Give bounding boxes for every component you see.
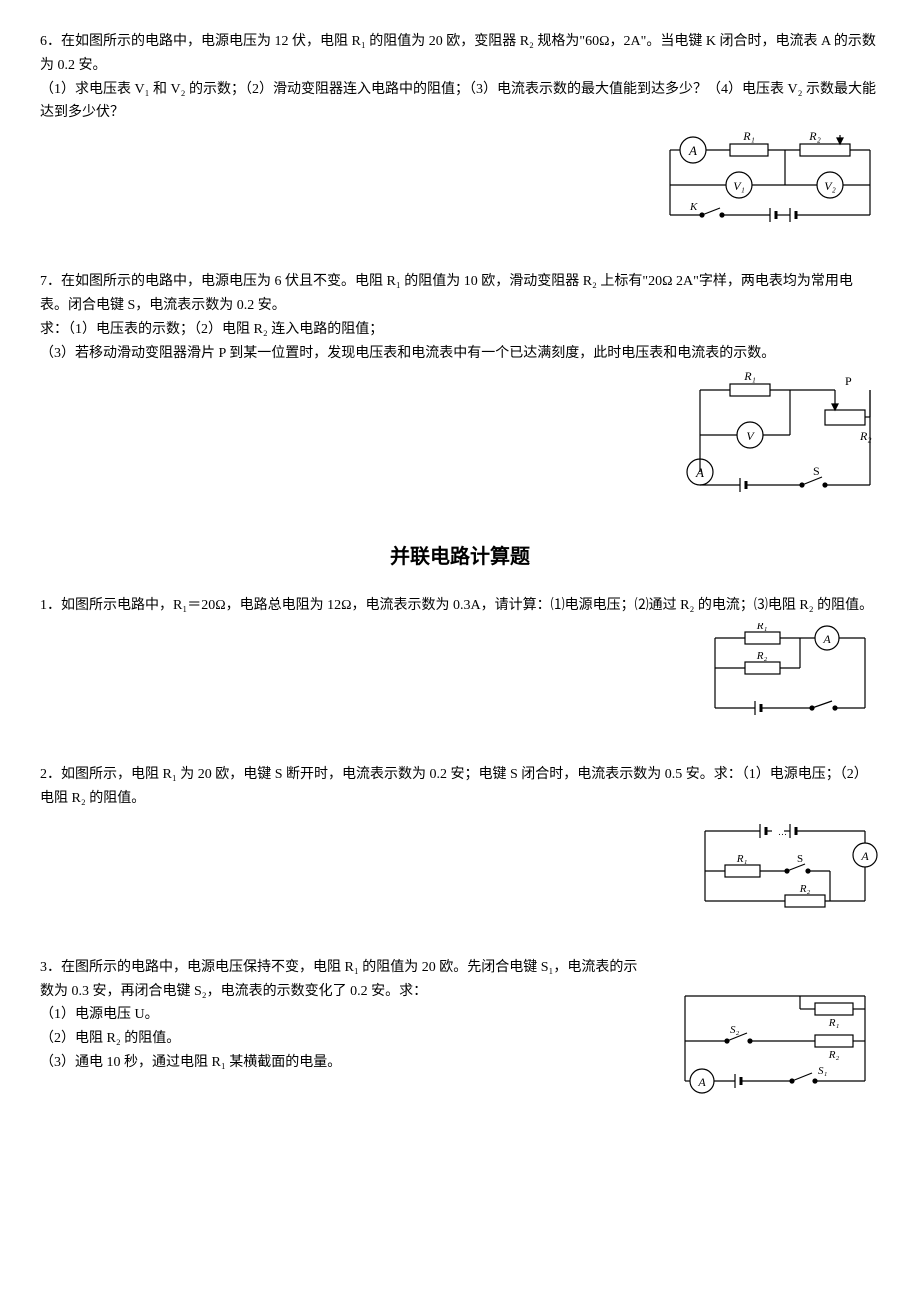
diagram-6: A R₁ R₂ V₁	[660, 130, 880, 230]
problem-7: 7．在如图所示的电路中，电源电压为 6 伏且不变。电阻 R₁ 的阻值为 10 欧…	[40, 270, 880, 500]
problem-7-text: 7．在如图所示的电路中，电源电压为 6 伏且不变。电阻 R₁ 的阻值为 10 欧…	[40, 270, 880, 318]
parallel-q3: 3．在图所示的电路中，电源电压保持不变，电阻 R₁ 的阻值为 20 欧。先闭合电…	[40, 956, 880, 1096]
svg-text:R₂: R₂	[756, 650, 768, 662]
svg-text:K: K	[689, 201, 698, 213]
svg-text:R₂: R₂	[808, 130, 821, 143]
svg-text:V₁: V₁	[733, 179, 745, 193]
svg-text:V₂: V₂	[824, 179, 836, 193]
svg-text:R₁: R₁	[828, 1017, 840, 1029]
problem-7-sub2: （3）若移动滑动变阻器滑片 P 到某一位置时，发现电压表和电流表中有一个已达满刻…	[40, 342, 880, 366]
svg-text:S₂: S₂	[730, 1024, 740, 1036]
problem-6-subs: （1）求电压表 V₁ 和 V₂ 的示数；（2）滑动变阻器连入电路中的阻值；（3）…	[40, 78, 880, 126]
svg-text:R₁: R₁	[743, 370, 756, 383]
svg-text:R₂: R₂	[799, 883, 811, 895]
parallel-q3-sub1: （1）电源电压 U。	[40, 1003, 650, 1027]
parallel-q3-sub2: （2）电阻 R₂ 的阻值。	[40, 1027, 650, 1051]
svg-text:S: S	[813, 464, 820, 478]
parallel-q2: 2．如图所示，电阻 R₁ 为 20 欧，电键 S 断开时，电流表示数为 0.2 …	[40, 763, 880, 916]
svg-text:R₂: R₂	[828, 1049, 840, 1061]
parallel-q3-text: 3．在图所示的电路中，电源电压保持不变，电阻 R₁ 的阻值为 20 欧。先闭合电…	[40, 956, 650, 1004]
diagram-p2: … A R₁ S	[690, 816, 880, 916]
diagram-7: R₁ P R₂ V	[660, 370, 880, 500]
svg-text:A: A	[822, 632, 831, 646]
svg-text:A: A	[860, 849, 869, 863]
svg-text:A: A	[688, 143, 697, 158]
problem-6-text: 6．在如图所示的电路中，电源电压为 12 伏，电阻 R₁ 的阻值为 20 欧，变…	[40, 30, 880, 78]
svg-text:S: S	[797, 853, 803, 865]
svg-text:V: V	[746, 429, 755, 443]
problem-7-sub1: 求：（1）电压表的示数；（2）电阻 R₂ 连入电路的阻值；	[40, 318, 880, 342]
section-title-parallel: 并联电路计算题	[40, 540, 880, 574]
svg-text:…: …	[778, 827, 787, 837]
parallel-q1: 1．如图所示电路中，R₁＝20Ω，电路总电阻为 12Ω，电流表示数为 0.3A，…	[40, 594, 880, 723]
diagram-p3: R₁ S₂ R₂ A	[670, 981, 880, 1096]
parallel-q1-text: 1．如图所示电路中，R₁＝20Ω，电路总电阻为 12Ω，电流表示数为 0.3A，…	[40, 594, 880, 618]
parallel-q3-sub3: （3）通电 10 秒，通过电阻 R₁ 某横截面的电量。	[40, 1051, 650, 1075]
svg-text:A: A	[697, 1075, 706, 1089]
svg-text:R₁: R₁	[742, 130, 755, 143]
parallel-q2-text: 2．如图所示，电阻 R₁ 为 20 欧，电键 S 断开时，电流表示数为 0.2 …	[40, 763, 880, 811]
svg-text:P: P	[845, 374, 852, 388]
diagram-p1: R₁ A R₂	[700, 623, 880, 723]
svg-text:A: A	[695, 465, 704, 480]
svg-text:R₁: R₁	[736, 853, 748, 865]
svg-text:R₁: R₁	[756, 623, 768, 632]
svg-text:S₁: S₁	[818, 1065, 828, 1077]
problem-6: 6．在如图所示的电路中，电源电压为 12 伏，电阻 R₁ 的阻值为 20 欧，变…	[40, 30, 880, 230]
